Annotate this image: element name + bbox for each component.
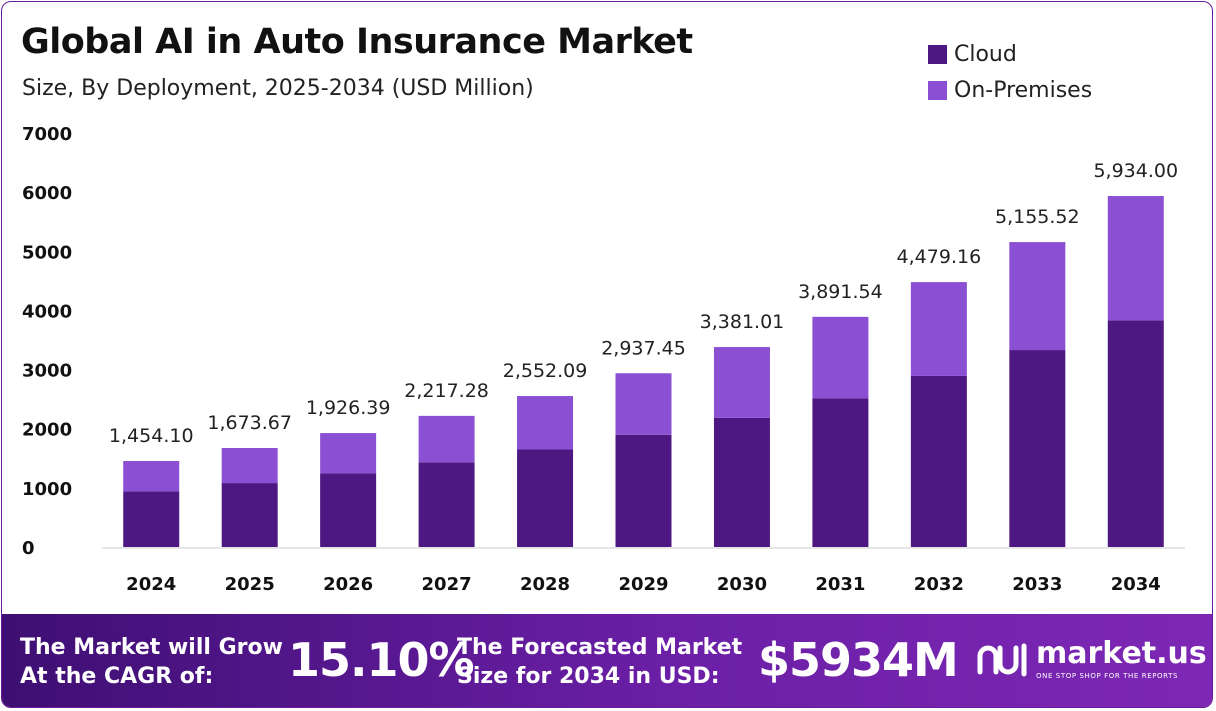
bar-cloud (910, 375, 967, 547)
data-label-total: 2,552.09 (503, 360, 588, 382)
x-tick-label: 2029 (618, 574, 668, 595)
forecast-value: $5934M (758, 633, 959, 687)
data-label-total: 1,926.39 (306, 397, 391, 419)
legend: Cloud On-Premises (928, 36, 1092, 108)
bar-cloud (517, 449, 574, 547)
cagr-value: 15.10% (288, 633, 475, 687)
brand-tagline: ONE STOP SHOP FOR THE REPORTS (1036, 671, 1179, 680)
forecast-caption-line2: Size for 2034 in USD: (457, 664, 720, 689)
footer-banner: The Market will Grow At the CAGR of: 15.… (2, 614, 1212, 707)
data-label-total: 3,891.54 (798, 281, 883, 303)
cagr-caption: The Market will Grow At the CAGR of: (20, 633, 283, 691)
x-tick-label: 2024 (126, 574, 176, 595)
x-tick-label: 2026 (323, 574, 373, 595)
forecast-caption: The Forecasted Market Size for 2034 in U… (457, 633, 742, 691)
y-tick-label: 1000 (22, 479, 72, 500)
bar-cloud (812, 398, 869, 547)
data-label-total: 5,934.00 (1093, 160, 1178, 182)
legend-swatch-cloud (928, 44, 947, 64)
legend-item-cloud: Cloud (928, 36, 1092, 72)
x-tick-label: 2033 (1012, 574, 1062, 595)
bar-chart: 0 1000 2000 3000 4000 5000 6000 7000 1,454.10 202… (22, 124, 1185, 595)
data-label-total: 5,155.52 (995, 206, 1080, 228)
bar-on-premises (221, 448, 278, 484)
data-label-total: 1,673.67 (207, 412, 292, 434)
data-label-total: 4,479.16 (897, 246, 982, 268)
y-tick-label: 0 (22, 538, 35, 559)
bar-on-premises (713, 347, 770, 418)
cagr-caption-line2: At the CAGR of: (20, 664, 214, 689)
brand-text: market.us ONE STOP SHOP FOR THE REPORTS (1036, 635, 1207, 680)
cagr-caption-line1: The Market will Grow (20, 635, 283, 660)
data-label-total: 1,454.10 (109, 425, 194, 447)
brand-logo: market.us ONE STOP SHOP FOR THE REPORTS (976, 638, 1207, 680)
legend-label-on-premises: On-Premises (954, 77, 1093, 103)
chart-title: Global AI in Auto Insurance Market (21, 22, 693, 62)
y-tick-label: 7000 (22, 124, 72, 145)
y-tick-label: 5000 (22, 242, 72, 263)
bar-cloud (221, 483, 278, 547)
legend-swatch-on-premises (928, 80, 947, 100)
brand-name: market.us (1036, 635, 1207, 671)
bar-on-premises (320, 433, 377, 474)
y-tick-label: 4000 (22, 301, 72, 322)
bar-cloud (1009, 350, 1066, 547)
x-tick-label: 2032 (914, 574, 964, 595)
data-label-total: 3,381.01 (700, 311, 785, 333)
bar-on-premises (418, 415, 475, 463)
x-tick-label: 2030 (717, 574, 767, 595)
legend-label-cloud: Cloud (954, 41, 1017, 67)
chart-subtitle: Size, By Deployment, 2025-2034 (USD Mill… (22, 76, 534, 101)
bar-cloud (418, 462, 475, 547)
bar-cloud (123, 491, 180, 547)
y-tick-label: 2000 (22, 420, 72, 441)
x-tick-label: 2027 (422, 574, 472, 595)
bar-cloud (713, 417, 770, 547)
bar-cloud (615, 434, 672, 547)
x-tick-label: 2025 (225, 574, 275, 595)
x-tick-label: 2028 (520, 574, 570, 595)
data-label-total: 2,217.28 (404, 380, 489, 402)
data-label-total: 2,937.45 (601, 337, 686, 359)
forecast-caption-line1: The Forecasted Market (457, 635, 743, 660)
bar-on-premises (1107, 196, 1164, 321)
legend-item-on-premises: On-Premises (928, 72, 1092, 108)
bar-cloud (320, 473, 377, 547)
y-tick-label: 3000 (22, 361, 72, 382)
bar-on-premises (615, 373, 672, 435)
bar-on-premises (910, 282, 967, 376)
bar-cloud (1107, 320, 1164, 547)
bar-on-premises (123, 461, 180, 492)
x-tick-label: 2031 (815, 574, 865, 595)
market-us-logo-icon (977, 643, 1027, 677)
bar-on-premises (812, 316, 869, 399)
bar-on-premises (517, 396, 574, 450)
y-tick-label: 6000 (22, 183, 72, 204)
x-tick-label: 2034 (1111, 574, 1161, 595)
bar-on-premises (1009, 242, 1066, 351)
